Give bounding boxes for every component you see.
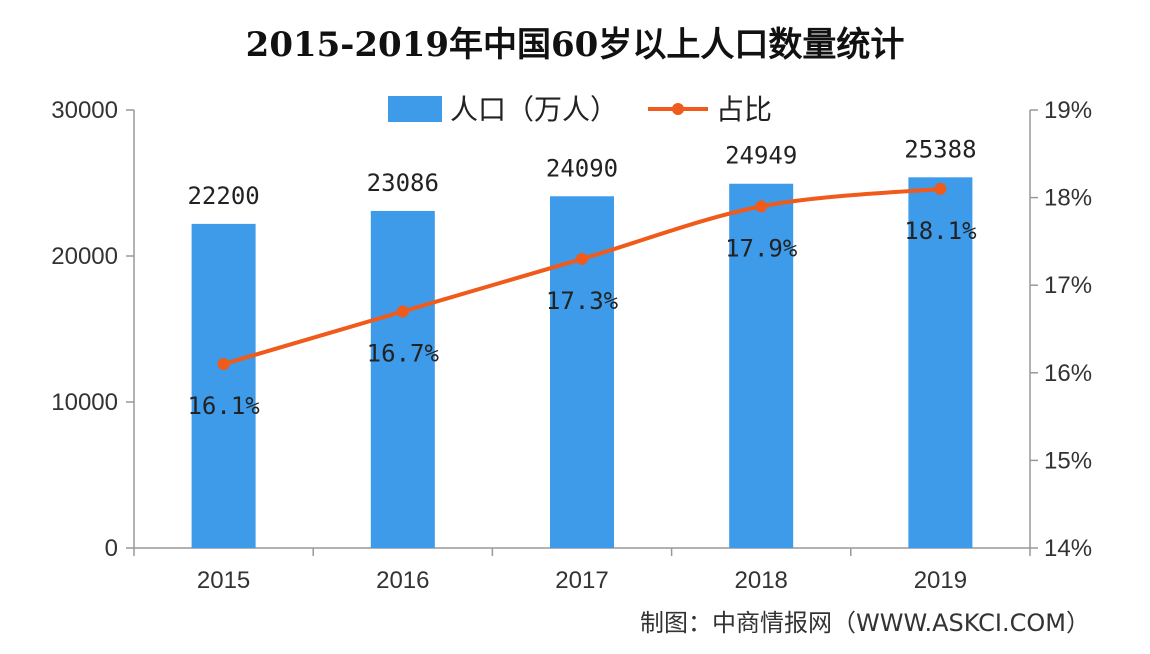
left-axis-tick-label: 20000 [51, 243, 118, 270]
bar [191, 223, 256, 548]
left-axis: 0 10000 20000 30000 [51, 97, 135, 562]
x-axis-tick-label: 2016 [376, 567, 429, 594]
left-axis-tick-label: 10000 [51, 389, 118, 416]
x-axis-tick-label: 2015 [197, 567, 250, 594]
right-axis-tick-label: 15% [1044, 447, 1092, 474]
left-axis-tick-label: 30000 [51, 97, 118, 124]
bar-series [191, 177, 973, 548]
right-axis-tick-label: 17% [1044, 272, 1092, 299]
left-axis-tick-label: 0 [105, 535, 118, 562]
bar-value-label: 23086 [367, 169, 439, 197]
line-point [934, 182, 947, 195]
bar [908, 177, 973, 548]
x-axis-tick-label: 2019 [914, 567, 967, 594]
source-label: 制图：中商情报网（WWW.ASKCI.COM） [640, 609, 1090, 637]
legend-bar-label: 人口（万人） [450, 93, 618, 126]
bar [729, 183, 794, 548]
line-value-label: 17.9% [725, 234, 798, 262]
legend-bar-swatch [388, 96, 442, 122]
bar-value-label: 24949 [725, 142, 797, 170]
legend: 人口（万人） 占比 [388, 93, 772, 126]
right-axis-tick-label: 16% [1044, 360, 1092, 387]
line-value-label: 16.1% [187, 392, 260, 420]
bar-value-label: 25388 [904, 135, 976, 163]
bar-value-labels: 22200 23086 24090 24949 25388 [187, 135, 976, 210]
x-axis-tick-label: 2017 [555, 567, 608, 594]
bar-value-label: 24090 [546, 154, 618, 182]
line-value-label: 18.1% [904, 217, 977, 245]
line-value-labels: 16.1% 16.7% 17.3% 17.9% 18.1% [187, 217, 977, 420]
line-series [217, 182, 947, 371]
line-point [576, 252, 588, 265]
line-point [755, 200, 768, 213]
x-axis: 2015 2016 2017 2018 2019 [133, 547, 1031, 594]
right-axis-tick-label: 14% [1044, 535, 1092, 562]
right-axis-tick-label: 19% [1044, 97, 1092, 124]
right-axis: 14% 15% 16% 17% 18% 19% [1029, 97, 1092, 562]
right-axis-tick-label: 18% [1044, 185, 1092, 212]
bar-value-label: 22200 [187, 182, 259, 210]
bar [550, 196, 614, 548]
line-point [396, 305, 409, 318]
line-value-label: 17.3% [546, 287, 619, 315]
x-axis-tick-label: 2018 [735, 567, 788, 594]
chart-title: 2015-2019年中国60岁以上人口数量统计 [246, 25, 905, 65]
bar [370, 210, 435, 548]
legend-line-marker [672, 103, 684, 115]
legend-line-label: 占比 [716, 93, 772, 126]
line-point [217, 358, 230, 371]
line-value-label: 16.7% [367, 339, 440, 367]
